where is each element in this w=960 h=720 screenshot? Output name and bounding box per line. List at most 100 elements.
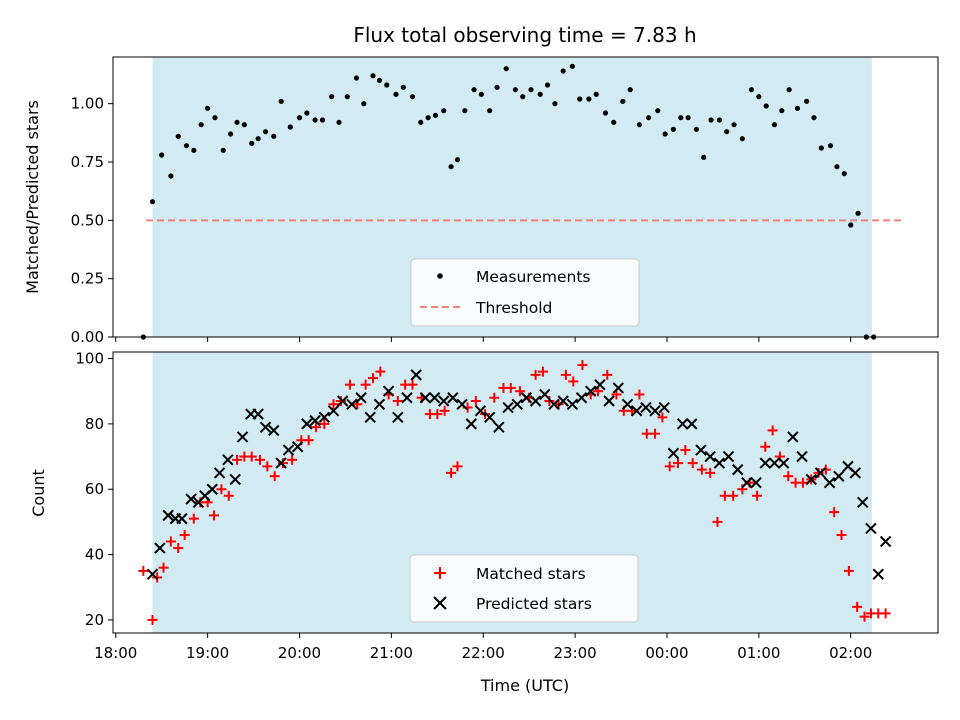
measurement-point xyxy=(731,122,737,128)
top-ytick-label: 0.25 xyxy=(71,270,104,288)
predicted-stars-point xyxy=(575,392,588,404)
top-axes-frame xyxy=(112,56,939,338)
top-ytick-label: 0.75 xyxy=(71,153,104,171)
predicted-stars-point xyxy=(206,483,218,495)
measurement-point xyxy=(811,115,817,121)
matched-stars-point xyxy=(262,461,273,472)
predicted-stars-point xyxy=(493,421,505,433)
predicted-stars-point-b xyxy=(759,457,771,469)
predicted-stars-point xyxy=(823,476,836,489)
top-x-ticks xyxy=(115,337,852,342)
predicted-stars-point-b xyxy=(373,398,386,410)
matched-stars-point xyxy=(489,392,500,403)
predicted-stars-point xyxy=(373,398,386,410)
predicted-stars-point xyxy=(872,568,884,580)
bottom-x-ticks: 18:00 19:00 20:00 21:00 22:00 23:00 00:00 01:00… xyxy=(94,633,872,662)
predicted-stars-point xyxy=(713,457,726,469)
predicted-stars-point xyxy=(603,395,615,407)
predicted-stars-point xyxy=(879,535,892,548)
predicted-stars-point xyxy=(465,418,478,430)
predicted-stars-point xyxy=(768,457,781,469)
matched-stars-point xyxy=(367,373,378,384)
measurement-point xyxy=(552,101,558,107)
matched-stars-point xyxy=(767,425,778,436)
measurement-point xyxy=(494,84,500,90)
predicted-stars-point xyxy=(236,431,249,443)
matched-stars-point xyxy=(568,376,579,387)
predicted-stars-point-b xyxy=(713,457,726,469)
measurement-point xyxy=(287,124,293,130)
predicted-stars-point xyxy=(154,542,166,554)
predicted-stars-point xyxy=(865,522,877,535)
legend-predicted-label: Predicted stars xyxy=(476,595,592,613)
predicted-stars-point-b xyxy=(814,467,827,479)
matched-stars-point xyxy=(783,471,794,482)
predicted-stars-point xyxy=(291,441,304,453)
predicted-stars-point xyxy=(649,405,661,417)
measurement-point xyxy=(818,145,824,151)
measurement-point xyxy=(212,115,218,121)
predicted-stars-point-b xyxy=(309,414,321,427)
matched-stars-point xyxy=(602,369,613,380)
predicted-stars-point-b xyxy=(842,460,854,473)
matched-stars-point xyxy=(138,565,149,576)
predicted-stars-point-b xyxy=(621,398,634,410)
matched-stars-point xyxy=(188,513,199,524)
predicted-stars-point-b xyxy=(787,431,799,443)
matched-stars-point xyxy=(514,386,525,397)
measurement-point xyxy=(544,82,551,88)
measurement-point xyxy=(220,147,226,153)
matched-stars-point xyxy=(165,536,176,547)
predicted-stars-point xyxy=(176,512,188,525)
measurement-point xyxy=(336,119,342,125)
top-panel: 0.00 0.25 0.50 0.75 1.00 Matched/Predicted s… xyxy=(23,56,939,346)
predicted-stars-point xyxy=(704,450,716,463)
measurement-point xyxy=(855,210,861,216)
measurement-point xyxy=(620,98,626,104)
measurement-point xyxy=(319,117,326,123)
measurement-point xyxy=(478,91,485,97)
predicted-stars-point xyxy=(382,385,395,397)
legend-measurements-label: Measurements xyxy=(476,268,591,286)
predicted-stars-point-b xyxy=(658,401,670,414)
measurement-point xyxy=(262,129,269,135)
predicted-stars-point xyxy=(695,444,707,456)
predicted-stars-point-b xyxy=(483,411,496,424)
predicted-stars-point xyxy=(640,401,652,414)
predicted-stars-point xyxy=(185,493,197,505)
predicted-stars-point-b xyxy=(750,476,762,489)
predicted-stars-point-b xyxy=(805,473,817,486)
predicted-stars-point xyxy=(667,447,680,459)
matched-stars-point xyxy=(505,382,516,393)
predicted-stars-point xyxy=(750,476,762,489)
measurement-point xyxy=(205,105,211,111)
matched-stars-point xyxy=(335,396,346,407)
measurement-point xyxy=(255,136,261,142)
measurement-point xyxy=(304,110,310,116)
measurement-point xyxy=(827,143,834,149)
predicted-stars-point-b xyxy=(520,392,533,404)
matched-stars-point xyxy=(829,507,840,518)
measurement-point xyxy=(779,108,785,114)
predicted-stars-point-b xyxy=(259,421,272,433)
measurement-point xyxy=(528,87,534,93)
measurement-point xyxy=(693,126,699,132)
predicted-stars-point xyxy=(805,473,817,486)
predicted-stars-point-b xyxy=(879,535,892,548)
measurement-point xyxy=(353,75,360,81)
predicted-stars-point xyxy=(787,431,799,443)
bottom-xtick-label: 19:00 xyxy=(186,644,229,662)
predicted-stars-point-b xyxy=(229,473,241,486)
bottom-y-axis-label: Count xyxy=(29,469,48,517)
predicted-stars-point-b xyxy=(252,408,264,420)
predicted-stars-point-b xyxy=(849,467,862,479)
matched-stars-point xyxy=(859,611,870,622)
measurement-point xyxy=(159,152,165,158)
measurement-point xyxy=(384,82,390,88)
bottom-xtick-label: 21:00 xyxy=(370,644,413,662)
predicted-stars-point xyxy=(438,395,450,407)
bottom-xtick-label: 23:00 xyxy=(553,644,596,662)
matched-stars-point xyxy=(375,366,386,377)
predicted-stars-point xyxy=(557,395,569,407)
top-ytick-label: 0.00 xyxy=(71,328,104,346)
